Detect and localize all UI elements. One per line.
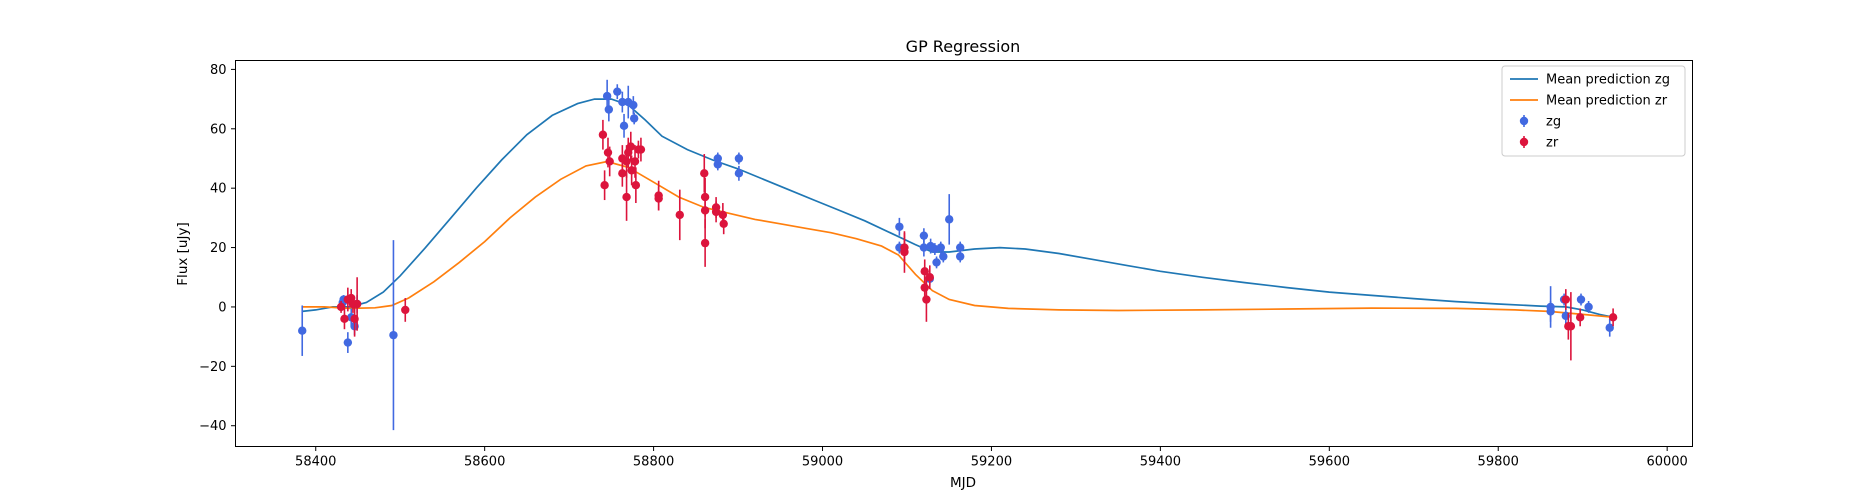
data-point — [920, 283, 929, 292]
data-point — [1566, 322, 1576, 331]
data-point — [1576, 295, 1586, 304]
chart-title: GP Regression — [906, 37, 1021, 56]
x-tick-label: 58600 — [464, 455, 505, 470]
y-axis: −40 −20 0 20 40 60 80 — [199, 63, 236, 434]
data-point — [602, 91, 612, 101]
y-tick-label: 60 — [210, 122, 227, 137]
data-point — [675, 210, 684, 220]
data-point — [1605, 323, 1614, 332]
data-point — [919, 231, 929, 240]
data-point — [636, 145, 646, 154]
data-point — [922, 295, 931, 304]
data-point — [603, 148, 613, 157]
y-tick-label: 20 — [210, 241, 227, 256]
data-point — [939, 252, 948, 261]
data-point — [718, 210, 728, 220]
data-point — [955, 252, 965, 261]
data-point — [629, 100, 638, 110]
y-tick-label: −40 — [199, 419, 226, 434]
data-point — [700, 238, 710, 248]
data-point — [352, 299, 362, 309]
legend-label: zg — [1546, 115, 1561, 130]
data-point — [1575, 313, 1585, 322]
legend: Mean prediction zg Mean prediction zr zg zr — [1501, 65, 1686, 157]
x-tick-label: 58400 — [295, 455, 336, 470]
y-tick-label: 0 — [218, 300, 226, 315]
data-point — [629, 114, 639, 123]
data-point — [932, 258, 941, 267]
data-point — [1608, 313, 1618, 322]
y-tick-label: 40 — [210, 182, 227, 197]
data-point — [700, 169, 709, 178]
x-tick-label: 60000 — [1646, 455, 1687, 470]
x-axis: 58400 58600 58800 59000 59200 59400 59600 59800… — [295, 446, 1688, 470]
data-point — [1546, 307, 1555, 316]
x-tick-label: 59200 — [971, 455, 1012, 470]
data-point — [895, 222, 904, 231]
series-zg — [298, 79, 1614, 431]
data-point — [719, 219, 728, 229]
x-tick-label: 59800 — [1478, 455, 1519, 470]
data-point — [618, 169, 627, 178]
data-point — [622, 157, 631, 166]
data-point — [598, 130, 608, 139]
data-point — [298, 326, 307, 335]
data-point — [343, 338, 353, 347]
legend-marker-swatch — [1519, 137, 1529, 147]
data-point — [925, 273, 934, 282]
data-point — [919, 243, 929, 252]
data-point — [945, 215, 954, 224]
series-zr — [336, 119, 1618, 361]
data-point — [600, 181, 609, 190]
y-axis-label: Flux [uJy] — [175, 222, 191, 285]
line-mean-prediction-zg — [302, 98, 1615, 319]
axes-frame — [235, 60, 1693, 447]
x-axis-label: MJD — [950, 475, 976, 491]
x-tick-label: 59600 — [1309, 455, 1350, 470]
legend-marker-swatch — [1519, 116, 1529, 126]
data-point — [626, 142, 635, 151]
data-point — [631, 181, 641, 190]
data-point — [900, 247, 909, 257]
data-point — [630, 157, 640, 166]
line-mean-prediction-zr — [302, 160, 1614, 319]
legend-label: Mean prediction zr — [1546, 94, 1668, 109]
data-point — [734, 154, 744, 163]
data-point — [920, 267, 929, 276]
data-point — [618, 97, 627, 107]
data-point — [604, 105, 614, 114]
legend-box — [1501, 65, 1686, 157]
y-tick-label: 80 — [210, 63, 227, 78]
x-tick-label: 59400 — [1140, 455, 1181, 470]
data-point — [627, 166, 636, 175]
data-point — [401, 305, 410, 315]
legend-label: zr — [1546, 136, 1559, 151]
data-point — [713, 154, 722, 163]
data-point — [622, 192, 631, 202]
x-tick-label: 59000 — [802, 455, 843, 470]
data-point — [336, 302, 346, 312]
legend-label: Mean prediction zg — [1546, 73, 1670, 88]
data-point — [619, 121, 629, 131]
data-point — [734, 169, 744, 178]
plot-area — [298, 79, 1618, 431]
data-point — [340, 314, 349, 324]
data-point — [936, 243, 945, 252]
data-point — [1561, 295, 1571, 304]
data-point — [700, 206, 710, 215]
y-tick-label: −20 — [199, 360, 226, 375]
data-point — [389, 330, 398, 340]
data-point — [955, 243, 965, 252]
data-point — [613, 87, 622, 96]
data-point — [654, 194, 663, 203]
x-tick-label: 58800 — [633, 455, 674, 470]
data-point — [605, 157, 614, 166]
data-point — [1584, 302, 1593, 312]
data-point — [711, 207, 721, 217]
